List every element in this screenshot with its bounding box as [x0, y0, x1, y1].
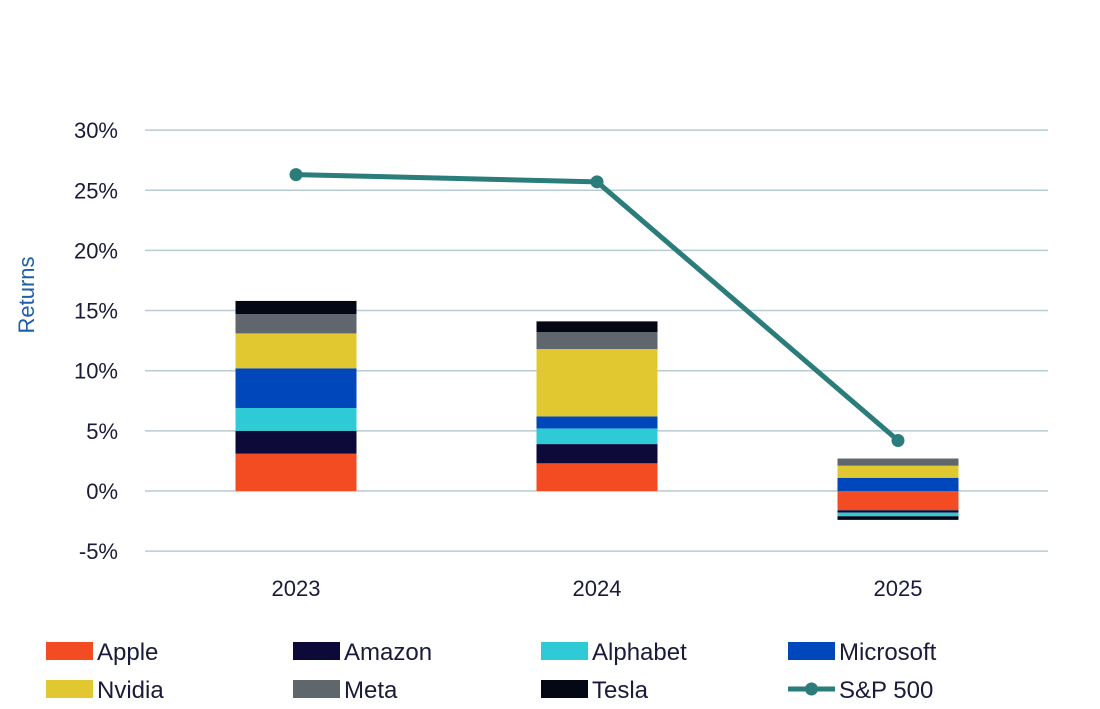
bar-segment-apple-2024: [536, 463, 658, 491]
bar-segment-apple-2023: [235, 453, 357, 491]
bar-segment-tesla-2025: [837, 516, 959, 520]
x-tick-label-2024: 2024: [573, 576, 622, 601]
legend-label: Tesla: [592, 677, 649, 704]
bar-segment-meta-2023: [235, 314, 357, 334]
bar-segment-meta-2025: [837, 458, 959, 466]
y-tick-label: 15%: [74, 299, 118, 324]
bar-segment-nvidia-2024: [536, 349, 658, 417]
sp500-point-2023: [289, 168, 303, 182]
legend-swatch: [293, 642, 340, 660]
legend-swatch-marker: [805, 682, 818, 696]
legend-item-s-p-500: S&P 500: [788, 677, 933, 704]
legend-swatch: [541, 680, 588, 698]
y-tick-label: 25%: [74, 178, 118, 203]
y-tick-label: 0%: [86, 479, 118, 504]
legend-swatch: [46, 642, 93, 660]
bar-segment-meta-2024: [536, 332, 658, 350]
bar-segment-tesla-2024: [536, 321, 658, 333]
x-tick-label-2025: 2025: [874, 576, 923, 601]
bar-segment-microsoft-2023: [235, 368, 357, 408]
legend-item-meta: Meta: [293, 677, 398, 704]
y-axis-tick-labels: -5% 0% 5% 10% 15% 20% 25% 30%: [74, 118, 118, 564]
x-axis-tick-labels: 2023 2024 2025: [272, 576, 923, 601]
legend-item-alphabet: Alphabet: [541, 639, 687, 666]
legend-label: Meta: [344, 677, 398, 704]
bar-segment-alphabet-2023: [235, 407, 357, 431]
legend-swatch: [46, 680, 93, 698]
legend-item-tesla: Tesla: [541, 677, 649, 704]
bar-segment-microsoft-2025: [837, 477, 959, 491]
y-tick-label: 10%: [74, 359, 118, 384]
bar-segment-amazon-2023: [235, 430, 357, 454]
legend-label: S&P 500: [839, 677, 933, 704]
legend-label: Nvidia: [97, 677, 164, 704]
bar-segment-nvidia-2023: [235, 333, 357, 369]
sp500-line: [289, 168, 905, 447]
legend-swatch: [788, 642, 835, 660]
legend: Apple Amazon Alphabet Microsoft Nvidia Meta Te…: [46, 639, 937, 704]
legend-item-nvidia: Nvidia: [46, 677, 164, 704]
legend-label: Apple: [97, 639, 158, 666]
y-tick-label: 30%: [74, 118, 118, 143]
bar-segment-alphabet-2024: [536, 428, 658, 445]
y-axis-label: Returns: [14, 256, 39, 333]
bar-segment-nvidia-2025: [837, 465, 959, 478]
legend-item-apple: Apple: [46, 639, 158, 666]
bar-segment-alphabet-2025: [837, 512, 959, 517]
legend-label: Alphabet: [592, 639, 687, 666]
bar-segment-tesla-2023: [235, 300, 357, 315]
y-tick-label: 20%: [74, 238, 118, 263]
legend-label: Amazon: [344, 639, 432, 666]
sp500-point-2024: [590, 175, 604, 189]
bar-segment-amazon-2025: [837, 510, 959, 513]
x-tick-label-2023: 2023: [272, 576, 321, 601]
bar-segment-apple-2025: [837, 491, 959, 511]
legend-item-microsoft: Microsoft: [788, 639, 937, 666]
bar-segment-microsoft-2024: [536, 416, 658, 429]
legend-swatch: [293, 680, 340, 698]
y-tick-label: 5%: [86, 419, 118, 444]
y-tick-label: -5%: [79, 539, 118, 564]
legend-item-amazon: Amazon: [293, 639, 432, 666]
bar-segment-amazon-2024: [536, 444, 658, 464]
legend-label: Microsoft: [839, 639, 937, 666]
sp500-point-2025: [891, 433, 905, 447]
bar-stacks: [235, 300, 959, 520]
legend-swatch: [541, 642, 588, 660]
